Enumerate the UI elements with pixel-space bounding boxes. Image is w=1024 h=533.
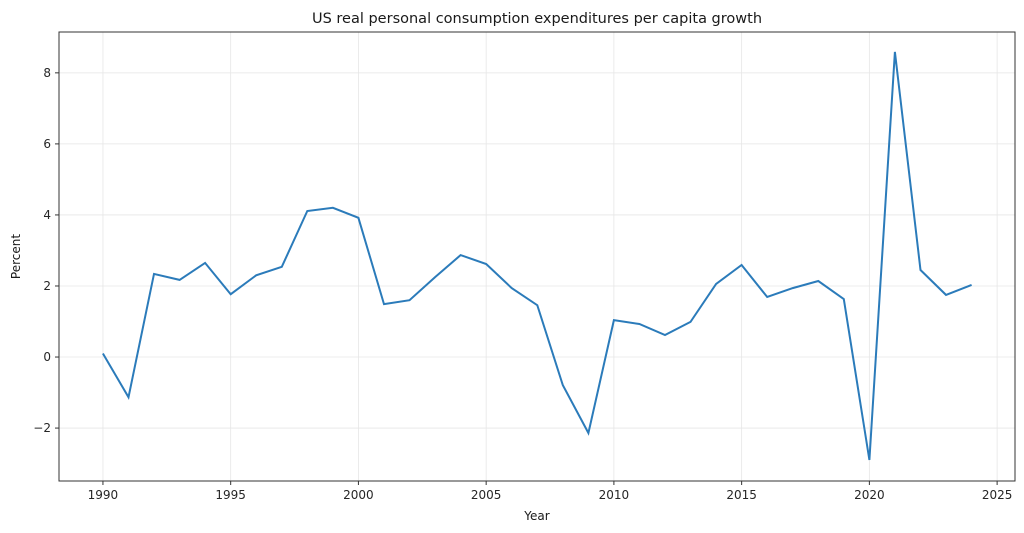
y-axis: −2 0 2 4 6 8 — [33, 66, 59, 435]
series-line — [102, 51, 972, 461]
series-layer — [102, 51, 972, 461]
x-tick-label: 2020 — [854, 488, 885, 502]
x-tick-label: 2015 — [726, 488, 757, 502]
y-tick-label: 8 — [43, 66, 51, 80]
x-tick-label: 2010 — [599, 488, 630, 502]
y-tick-label: 4 — [43, 208, 51, 222]
y-axis-label: Percent — [9, 234, 23, 279]
y-tick-label: 2 — [43, 279, 51, 293]
x-tick-label: 1990 — [88, 488, 119, 502]
y-tick-label: 6 — [43, 137, 51, 151]
chart-title: US real personal consumption expenditure… — [312, 11, 762, 27]
x-tick-label: 2005 — [471, 488, 502, 502]
y-tick-label: −2 — [33, 421, 51, 435]
x-axis: 1990 1995 2000 2005 2010 2015 2020 2025 — [88, 481, 1013, 502]
grid-lines — [59, 32, 1015, 481]
x-tick-label: 2025 — [982, 488, 1013, 502]
x-tick-label: 1995 — [215, 488, 246, 502]
plot-frame — [58, 31, 1016, 482]
y-tick-label: 0 — [43, 350, 51, 364]
x-tick-label: 2000 — [343, 488, 374, 502]
x-axis-label: Year — [523, 509, 549, 523]
